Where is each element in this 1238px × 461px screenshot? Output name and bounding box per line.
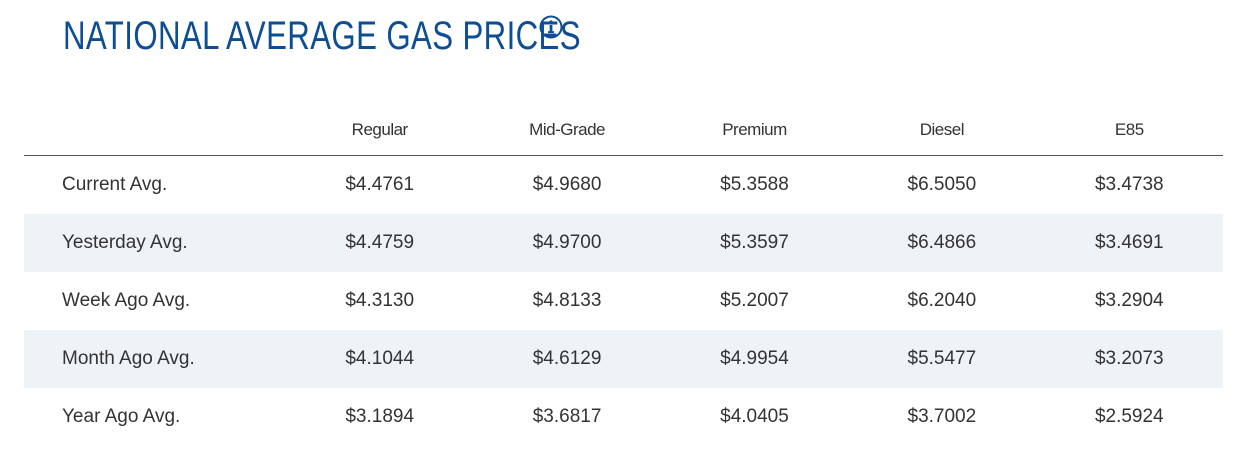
table-row: Week Ago Avg. $4.3130 $4.8133 $5.2007 $6.204… — [24, 272, 1223, 330]
row-label: Year Ago Avg. — [62, 406, 181, 427]
price-cell: $4.3130 — [345, 290, 415, 311]
table-row: Month Ago Avg. $4.1044 $4.6129 $4.9954 $5.54… — [24, 330, 1223, 388]
price-cell: $4.0405 — [720, 406, 789, 427]
header-cell — [24, 104, 286, 156]
price-cell: $3.1894 — [345, 406, 415, 427]
row-label: Week Ago Avg. — [62, 290, 191, 311]
price-cell: $5.3588 — [720, 174, 789, 195]
price-cell: $4.9700 — [473, 214, 661, 272]
price-cell: $3.4738 — [1094, 174, 1164, 195]
price-cell: $3.7002 — [907, 406, 977, 427]
row-label: Current Avg. — [62, 174, 168, 195]
header-row: Regular Mid-Grade Premium Diesel E85 — [24, 104, 1223, 156]
price-cell: $3.2073 — [1035, 330, 1223, 388]
column-header: E85 — [1035, 104, 1223, 156]
price-cell: $6.2040 — [907, 290, 977, 311]
table-row: Current Avg. $4.4761 $4.9680 $5.3588 $6.5050… — [24, 156, 1223, 215]
column-header: Mid-Grade — [473, 104, 661, 156]
price-cell: $6.5050 — [907, 174, 977, 195]
price-cell: $4.8133 — [532, 290, 602, 311]
price-cell: $5.3597 — [660, 214, 849, 272]
price-cell: $4.1044 — [286, 330, 474, 388]
price-cell: $6.4866 — [848, 214, 1036, 272]
price-cell: $4.9680 — [532, 174, 602, 195]
price-cell: $5.5477 — [848, 330, 1036, 388]
row-label: Month Ago Avg. — [24, 330, 286, 388]
price-cell: $3.6817 — [532, 406, 602, 427]
price-cell: $2.5924 — [1094, 406, 1164, 427]
price-cell: $4.9954 — [660, 330, 849, 388]
price-table: Regular Mid-Grade Premium Diesel E85 Current… — [24, 104, 1223, 446]
column-header: Diesel — [848, 104, 1036, 156]
price-cell: $4.4759 — [286, 214, 474, 272]
price-cell: $3.2904 — [1094, 290, 1164, 311]
price-cell: $4.6129 — [473, 330, 661, 388]
table-row: Year Ago Avg. $3.1894 $3.6817 $4.0405 $3.700… — [24, 388, 1223, 446]
price-cell: $5.2007 — [720, 290, 789, 311]
price-cell: $4.4761 — [345, 174, 415, 195]
column-header: Premium — [660, 104, 849, 156]
page-title: NATIONAL AVERAGE GAS PRICES — [63, 14, 581, 58]
price-cell: $3.4691 — [1035, 214, 1223, 272]
table-row: Yesterday Avg. $4.4759 $4.9700 $5.3597 $6.48… — [24, 214, 1223, 272]
info-icon[interactable] — [538, 14, 564, 40]
column-header: Regular — [286, 104, 474, 156]
row-label: Yesterday Avg. — [24, 214, 286, 272]
